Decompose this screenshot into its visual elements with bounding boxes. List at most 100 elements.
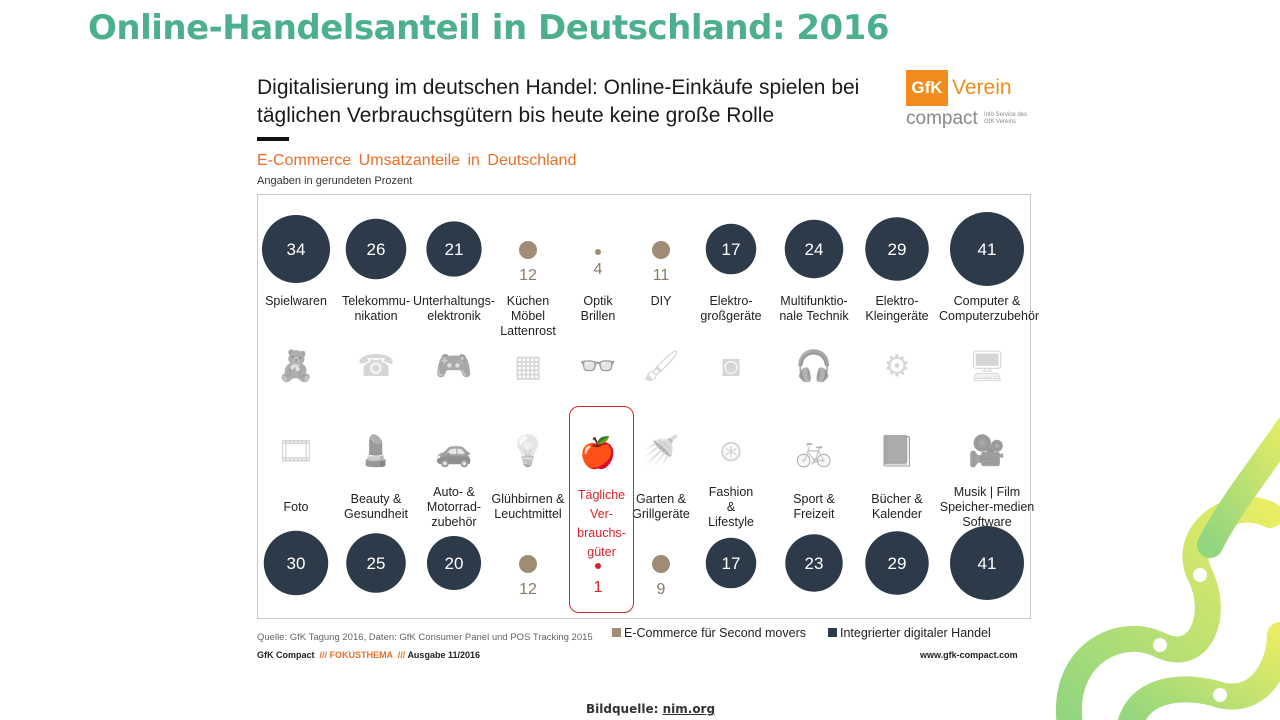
telephone-icon: ☎ bbox=[357, 350, 395, 383]
gfk-verein-logo: GfK Verein compact Info Service des GfK … bbox=[906, 70, 1036, 132]
category-label-bottom-7: Sport & Freizeit bbox=[793, 492, 835, 521]
value-label-bottom-2: 20 bbox=[445, 554, 464, 573]
bubble-bottom-2 bbox=[426, 535, 482, 591]
category-label-bottom-9: Musik | Film Speicher-medien Software bbox=[939, 484, 1035, 529]
image-credit-label: Bildquelle: bbox=[586, 702, 659, 716]
legend-integrated: Integrierter digitaler Handel bbox=[828, 626, 991, 640]
bubble-top-7 bbox=[784, 219, 844, 279]
bubble-bottom-9 bbox=[950, 526, 1024, 600]
category-label-top-6: Elektro- großgeräte bbox=[700, 294, 762, 323]
category-label-top-9: Computer & Computerzubehör bbox=[939, 294, 1040, 323]
footer-brand: GfK Compact bbox=[257, 650, 315, 660]
slide-title: Online-Handelsanteil in Deutschland: 201… bbox=[88, 8, 890, 48]
film-roll-icon: 🎞 bbox=[276, 435, 316, 468]
apple-icon: 🍎 bbox=[579, 437, 617, 470]
chart-frame bbox=[257, 194, 1031, 619]
value-label-top-0: 34 bbox=[287, 240, 306, 259]
value-label-bottom-9: 41 bbox=[978, 554, 997, 573]
value-label-top-4: 4 bbox=[594, 261, 603, 278]
headphones-icon: 🎧 bbox=[795, 350, 833, 383]
footer-topic: FOKUSTHEMA bbox=[329, 650, 393, 660]
light-bulb-icon: 💡 bbox=[509, 435, 547, 468]
logo-info-text: Info Service des GfK Vereins bbox=[984, 112, 1028, 125]
category-label-bottom-1: Beauty & Gesundheit bbox=[344, 492, 408, 521]
category-label-bottom-0: Foto bbox=[283, 499, 309, 514]
logo-compact-text: compact bbox=[906, 108, 978, 129]
value-label-bottom-5: 9 bbox=[657, 581, 666, 598]
footer-issue: Ausgabe 11/2016 bbox=[407, 650, 480, 660]
bubble-top-6 bbox=[705, 223, 757, 275]
book-icon: 📕 bbox=[878, 435, 916, 468]
chart-headline: Digitalisierung im deutschen Handel: Onl… bbox=[257, 76, 860, 127]
value-label-bottom-3: 12 bbox=[519, 581, 537, 598]
highlight-daily-goods bbox=[569, 406, 634, 613]
category-label-top-3: Küchen Möbel Lattenrost bbox=[500, 294, 556, 338]
image-credit: Bildquelle: nim.org bbox=[586, 702, 715, 716]
value-label-top-6: 17 bbox=[722, 240, 741, 259]
value-label-bottom-1: 25 bbox=[367, 554, 386, 573]
game-console-icon: 🎮 bbox=[435, 350, 473, 383]
category-label-bottom-8: Bücher & Kalender bbox=[871, 492, 923, 521]
bubble-bottom-4 bbox=[595, 563, 601, 569]
teddy-bear-icon: 🧸 bbox=[277, 350, 315, 383]
bubble-top-5 bbox=[652, 241, 670, 259]
image-credit-link[interactable]: nim.org bbox=[662, 702, 716, 716]
computer-icon: 🖥 bbox=[967, 350, 1007, 383]
value-label-bottom-4: 1 bbox=[594, 579, 603, 596]
category-label-top-7: Multifunktio- nale Technik bbox=[779, 294, 849, 323]
category-label-top-1: Telekommu- nikation bbox=[341, 294, 411, 323]
footer-sep-1: /// bbox=[319, 650, 328, 660]
category-label-top-0: Spielwaren bbox=[265, 294, 327, 308]
category-label-top-4: Optik Brillen bbox=[580, 294, 616, 323]
bubble-bottom-7 bbox=[785, 534, 843, 592]
legend-label-integrated: Integrierter digitaler Handel bbox=[840, 626, 991, 640]
lipstick-icon: 💄 bbox=[357, 435, 395, 468]
washing-machine-icon: ◙ bbox=[721, 350, 741, 383]
watering-can-icon: 🚿 bbox=[642, 435, 680, 468]
category-label-top-5: DIY bbox=[650, 294, 672, 308]
bubble-top-0 bbox=[261, 214, 331, 284]
bubble-top-1 bbox=[345, 218, 407, 280]
footer-url: www.gfk-compact.com bbox=[920, 650, 1018, 660]
value-label-bottom-6: 17 bbox=[722, 554, 741, 573]
bubble-bottom-0 bbox=[263, 530, 329, 596]
legend-label-second-movers: E-Commerce für Second movers bbox=[624, 626, 807, 640]
chart-subtitle: Angaben in gerundeten Prozent bbox=[257, 175, 413, 187]
bubble-bottom-6 bbox=[705, 537, 757, 589]
decorative-chain-graphic bbox=[1055, 416, 1280, 720]
category-label-top-2: Unterhaltungs- elektronik bbox=[413, 294, 495, 323]
cyclist-icon: 🚲 bbox=[795, 435, 833, 468]
bubble-top-9 bbox=[950, 212, 1024, 286]
legend-swatch-second-movers bbox=[612, 628, 621, 637]
value-label-top-3: 12 bbox=[519, 267, 537, 284]
value-label-bottom-7: 23 bbox=[805, 554, 824, 573]
category-label-bottom-6: Fashion & Lifestyle bbox=[708, 484, 754, 529]
bubble-top-2 bbox=[426, 221, 482, 277]
bubble-bottom-5 bbox=[652, 555, 670, 573]
category-label-bottom-5: Garten & Grillgeräte bbox=[632, 492, 690, 521]
legend-swatch-integrated bbox=[828, 628, 837, 637]
footer-sep-2: /// bbox=[397, 650, 406, 660]
bubble-top-3 bbox=[519, 241, 537, 259]
painter-icon: 🖌 bbox=[641, 350, 681, 383]
bubble-top-8 bbox=[865, 217, 929, 281]
gfk-logo-box: GfK bbox=[906, 70, 948, 106]
value-label-top-7: 24 bbox=[805, 240, 824, 259]
footer-left: GfK Compact /// FOKUSTHEMA /// Ausgabe 1… bbox=[257, 650, 480, 660]
value-label-top-5: 11 bbox=[653, 267, 670, 284]
value-label-top-9: 41 bbox=[978, 240, 997, 259]
value-label-top-2: 21 bbox=[445, 240, 464, 259]
value-label-top-8: 29 bbox=[888, 240, 907, 259]
value-label-bottom-8: 29 bbox=[888, 554, 907, 573]
source-note: Quelle: GfK Tagung 2016, Daten: GfK Cons… bbox=[257, 632, 593, 643]
highlight-category-label: Tägliche Ver- brauchs- güter bbox=[577, 488, 626, 559]
glasses-icon: 👓 bbox=[579, 350, 617, 383]
button-icon: ⊛ bbox=[718, 435, 744, 468]
car-icon: 🚗 bbox=[435, 435, 473, 468]
legend-second-movers: E-Commerce für Second movers bbox=[612, 626, 806, 640]
category-label-bottom-2: Auto- & Motorrad- zubehör bbox=[426, 484, 482, 529]
logo-verein-text: Verein bbox=[952, 76, 1012, 99]
bubble-bottom-1 bbox=[346, 533, 406, 593]
